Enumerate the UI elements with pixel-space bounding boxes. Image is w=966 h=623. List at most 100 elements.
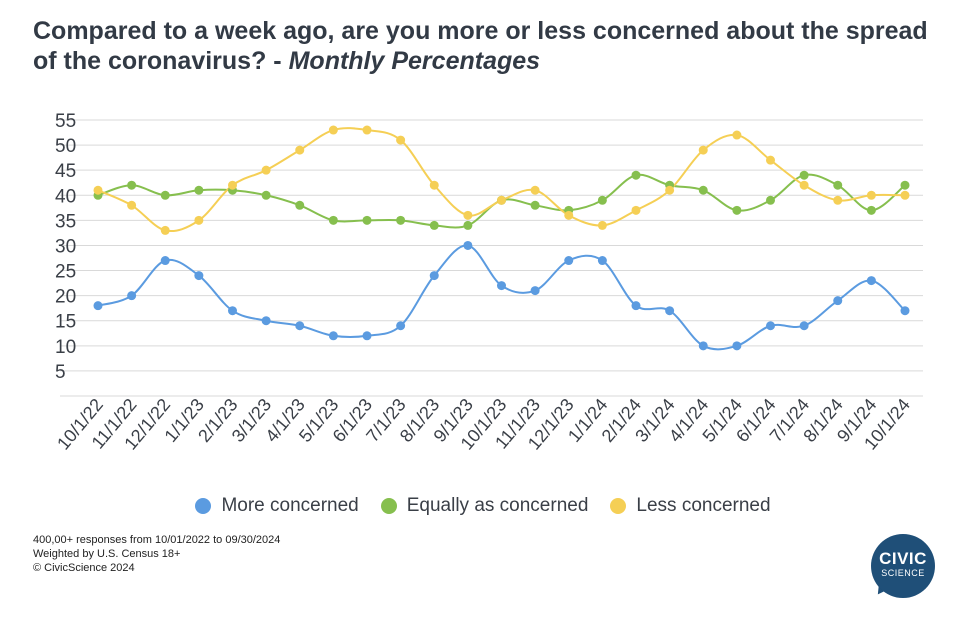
y-tick-label: 55 (55, 111, 76, 132)
data-point (429, 220, 439, 230)
y-tick-label: 35 (55, 211, 76, 232)
footnotes: 400,00+ responses from 10/01/2022 to 09/… (33, 533, 280, 575)
y-tick-label: 20 (55, 287, 76, 308)
data-point (732, 130, 742, 140)
data-point (194, 185, 204, 195)
data-point (799, 321, 809, 331)
legend: More concerned Equally as concerned Less… (0, 495, 966, 517)
series-points (93, 125, 910, 351)
data-point (766, 155, 775, 165)
data-point (362, 331, 372, 341)
data-point (698, 185, 708, 195)
y-tick-label: 5 (55, 362, 66, 383)
data-point (698, 341, 708, 351)
legend-swatch-more-concerned (195, 498, 212, 514)
legend-item-equally-concerned: Equally as concerned (380, 495, 589, 517)
y-tick-label: 10 (55, 337, 76, 358)
data-point (698, 145, 708, 155)
civicscience-logo: CIVIC SCIENCE (869, 534, 935, 601)
footnote-copyright: © CivicScience 2024 (33, 562, 135, 574)
logo-circle (871, 534, 935, 598)
y-tick-label: 50 (55, 136, 76, 157)
data-point (866, 190, 876, 200)
series-lines (97, 127, 906, 351)
data-point (497, 281, 506, 291)
footnote-weighting: Weighted by U.S. Census 18+ (33, 548, 181, 560)
data-point (160, 225, 170, 235)
data-point (228, 180, 237, 190)
footnote-responses: 400,00+ responses from 10/01/2022 to 09/… (33, 534, 281, 546)
data-point (597, 195, 607, 205)
data-point (900, 190, 910, 200)
y-axis-ticks: 5 10 15 20 25 30 35 40 45 50 55 (55, 111, 76, 383)
data-point (530, 286, 540, 296)
data-point (463, 240, 473, 250)
data-point (127, 291, 137, 301)
data-point (530, 200, 540, 210)
y-tick-label: 40 (55, 186, 76, 207)
data-point (799, 170, 809, 180)
data-point (194, 215, 204, 225)
data-point (732, 341, 742, 351)
data-point (396, 135, 406, 145)
data-point (866, 205, 876, 215)
data-point (93, 301, 103, 311)
data-point (463, 220, 473, 230)
data-point (295, 200, 305, 210)
data-point (396, 215, 406, 225)
data-point (564, 256, 574, 266)
data-point (362, 215, 372, 225)
chart-title: Compared to a week ago, are you more or … (33, 16, 933, 76)
legend-label-more-concerned: More concerned (221, 495, 359, 516)
data-point (160, 190, 170, 200)
data-point (597, 220, 607, 230)
data-point (194, 271, 204, 281)
chart-title-main: Compared to a week ago, are you more or … (33, 17, 928, 75)
x-axis-ticks: 10/1/2211/1/2212/1/221/1/232/1/233/1/234… (53, 395, 914, 454)
data-point (127, 200, 137, 210)
data-point (665, 306, 675, 316)
legend-swatch-less-concerned (610, 498, 627, 514)
data-point (261, 316, 271, 326)
data-point (261, 165, 271, 175)
legend-swatch-equally-concerned (380, 498, 397, 514)
data-point (564, 210, 574, 220)
data-point (766, 195, 775, 205)
data-point (631, 301, 641, 311)
y-tick-label: 25 (55, 262, 76, 283)
data-point (597, 256, 607, 266)
series-line-0 (97, 244, 906, 351)
y-tick-label: 45 (55, 161, 76, 182)
data-point (833, 180, 843, 190)
data-point (362, 125, 372, 135)
data-point (261, 190, 271, 200)
data-point (900, 180, 910, 190)
data-point (429, 180, 439, 190)
series-line-2 (97, 127, 906, 232)
legend-item-more-concerned: More concerned (195, 495, 359, 517)
data-point (732, 205, 742, 215)
data-point (833, 195, 843, 205)
data-point (900, 306, 910, 316)
data-point (833, 296, 843, 306)
data-point (530, 185, 540, 195)
legend-label-equally-concerned: Equally as concerned (406, 495, 589, 516)
data-point (328, 215, 338, 225)
data-point (328, 125, 338, 135)
data-point (866, 276, 876, 286)
data-point (463, 210, 473, 220)
data-point (497, 195, 506, 205)
data-point (295, 145, 305, 155)
data-point (295, 321, 305, 331)
data-point (127, 180, 137, 190)
data-point (665, 185, 675, 195)
y-tick-label: 15 (55, 312, 76, 333)
legend-label-less-concerned: Less concerned (636, 495, 771, 516)
data-point (429, 271, 439, 281)
data-point (93, 185, 103, 195)
logo-text-civic: CIVIC (879, 549, 927, 568)
data-point (766, 321, 775, 331)
data-point (160, 256, 170, 266)
data-point (228, 306, 237, 316)
